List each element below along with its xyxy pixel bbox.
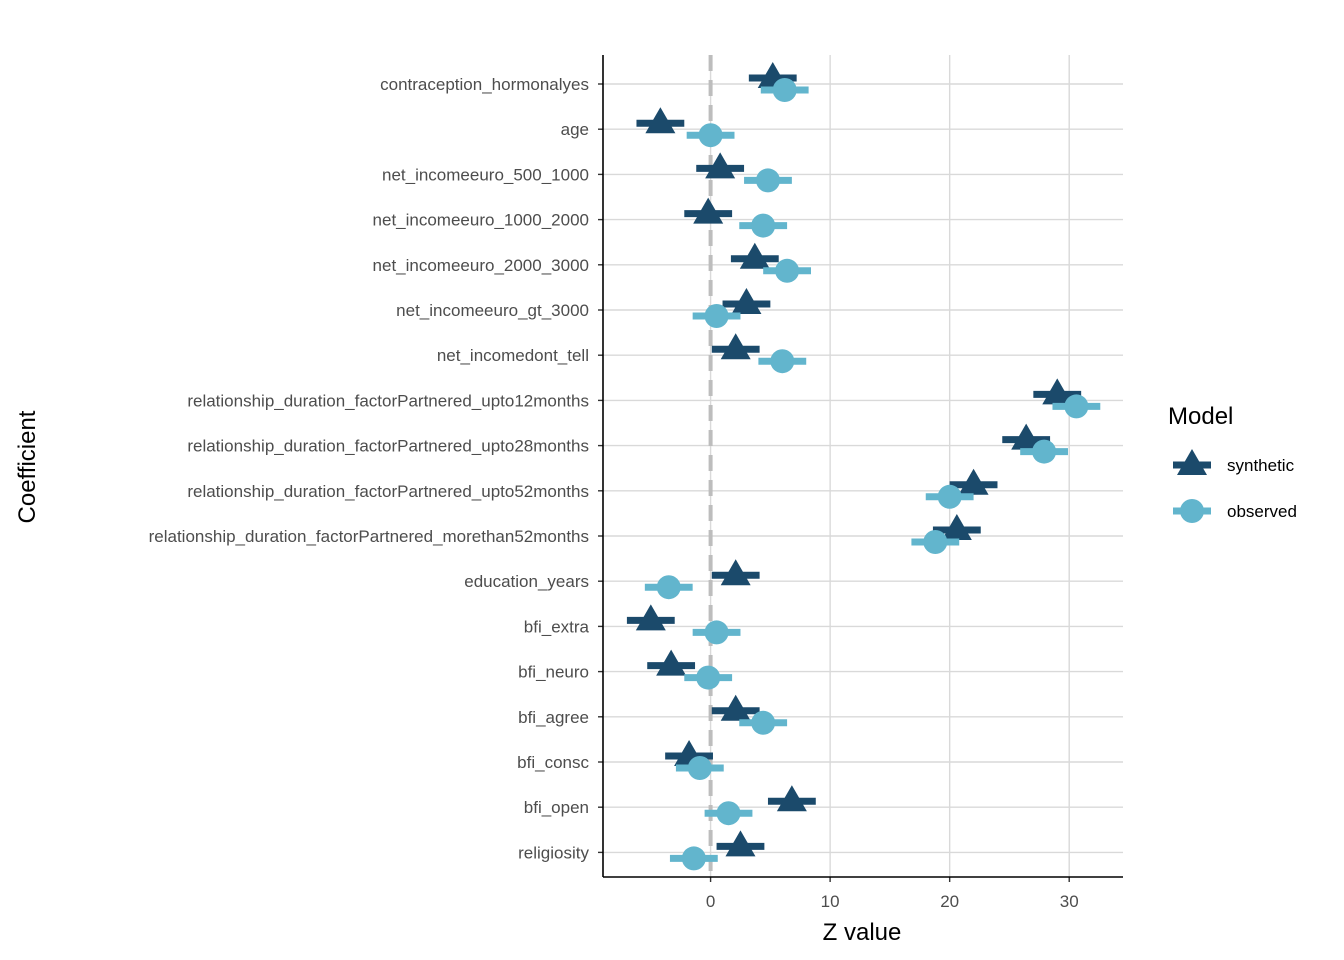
observed-point [1064, 394, 1089, 419]
synthetic-point [731, 288, 762, 314]
y-tick-label: bfi_extra [524, 617, 590, 636]
y-tick-label: bfi_neuro [518, 663, 589, 682]
x-tick-label: 30 [1060, 892, 1079, 911]
synthetic-point [958, 468, 989, 495]
x-axis-title: Z value [823, 919, 902, 946]
synthetic-point [645, 107, 676, 134]
y-tick-label: net_incomeeuro_500_1000 [382, 165, 589, 184]
observed-point [751, 213, 776, 238]
synthetic-point [656, 649, 687, 676]
synthetic-point [739, 242, 770, 269]
observed-point [687, 756, 712, 780]
y-tick-label: age [561, 120, 589, 139]
y-tick-label: bfi_agree [518, 708, 589, 727]
synthetic-point [720, 559, 751, 586]
synthetic-point [720, 333, 751, 360]
series-synthetic [626, 62, 1082, 857]
observed-point [923, 530, 948, 554]
y-tick-label: net_incomeeuro_gt_3000 [396, 301, 589, 320]
legend: Model synthetic observed [1168, 403, 1297, 523]
observed-point [751, 710, 776, 735]
synthetic-point [776, 785, 807, 812]
y-tick-label: contraception_hormonalyes [380, 75, 589, 94]
legend-title: Model [1168, 403, 1233, 430]
observed-point [716, 801, 741, 826]
synthetic-point [693, 197, 724, 224]
y-tick-label: net_incomeeuro_2000_3000 [373, 256, 589, 275]
observed-point [681, 846, 706, 871]
synthetic-point [720, 694, 751, 721]
synthetic-point [1011, 423, 1042, 450]
observed-point [1032, 439, 1057, 464]
y-tick-label: bfi_open [524, 798, 589, 817]
legend-label-observed: observed [1227, 502, 1297, 521]
observed-point [755, 168, 780, 193]
observed-point [656, 575, 681, 600]
legend-key-synthetic-marker [1177, 449, 1207, 475]
x-tick-label: 20 [940, 892, 959, 911]
synthetic-point [635, 604, 666, 631]
y-tick-label: relationship_duration_factorPartnered_up… [187, 437, 589, 456]
series-observed [644, 78, 1101, 871]
y-tick-label: education_years [464, 572, 589, 591]
y-tick-label: bfi_consc [517, 753, 589, 772]
x-tick-label: 0 [706, 892, 715, 911]
observed-point [704, 304, 729, 328]
synthetic-point [705, 152, 736, 179]
observed-point [696, 665, 721, 690]
observed-point [770, 349, 795, 374]
synthetic-point [725, 830, 756, 857]
observed-point [704, 620, 729, 645]
synthetic-point [1042, 378, 1073, 405]
observed-point [775, 258, 800, 283]
axes [598, 55, 1123, 882]
y-tick-label: relationship_duration_factorPartnered_mo… [149, 527, 589, 546]
data-marks [626, 62, 1101, 871]
y-tick-label: net_incomedont_tell [437, 346, 589, 365]
synthetic-point [941, 514, 972, 540]
legend-key-observed-marker [1180, 499, 1204, 523]
x-tick-labels: 0 10 20 30 [706, 892, 1079, 911]
y-tick-label: relationship_duration_factorPartnered_up… [187, 482, 589, 501]
x-tick-label: 10 [821, 892, 840, 911]
y-tick-label: relationship_duration_factorPartnered_up… [187, 391, 589, 410]
observed-point [698, 123, 723, 148]
y-axis-title: Coefficient [14, 410, 41, 523]
legend-label-synthetic: synthetic [1227, 456, 1295, 475]
observed-point [772, 78, 797, 102]
y-tick-label: net_incomeeuro_1000_2000 [373, 211, 589, 230]
observed-point [937, 484, 962, 509]
y-tick-label: religiosity [518, 843, 589, 862]
